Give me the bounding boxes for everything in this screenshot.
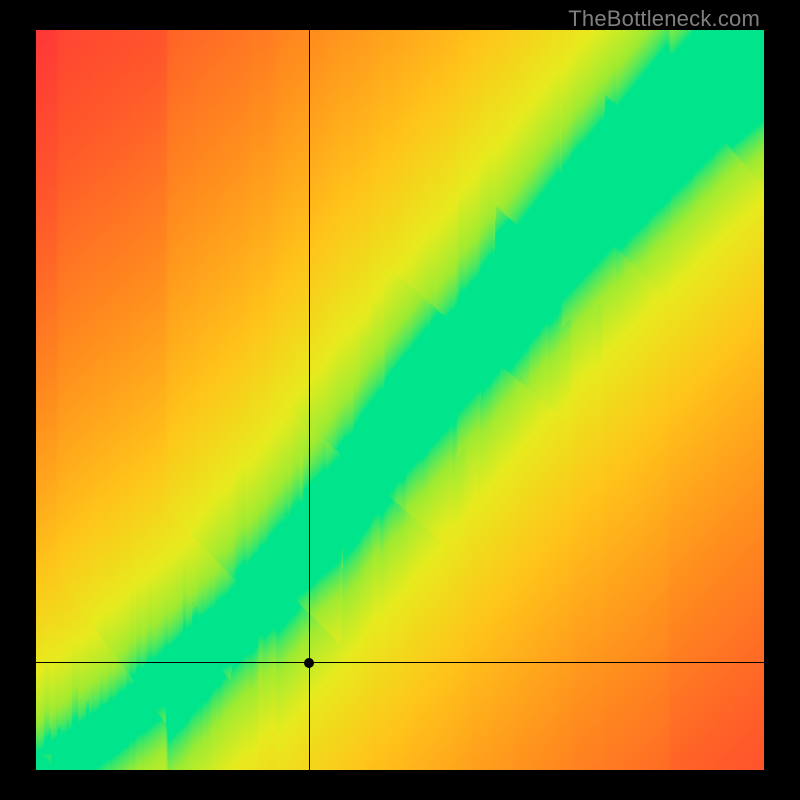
crosshair-marker [304, 658, 314, 668]
root-container: { "watermark": "TheBottleneck.com", "plo… [0, 0, 800, 800]
crosshair-horizontal [36, 662, 764, 663]
watermark-text: TheBottleneck.com [568, 6, 760, 32]
bottleneck-heatmap [36, 30, 764, 770]
